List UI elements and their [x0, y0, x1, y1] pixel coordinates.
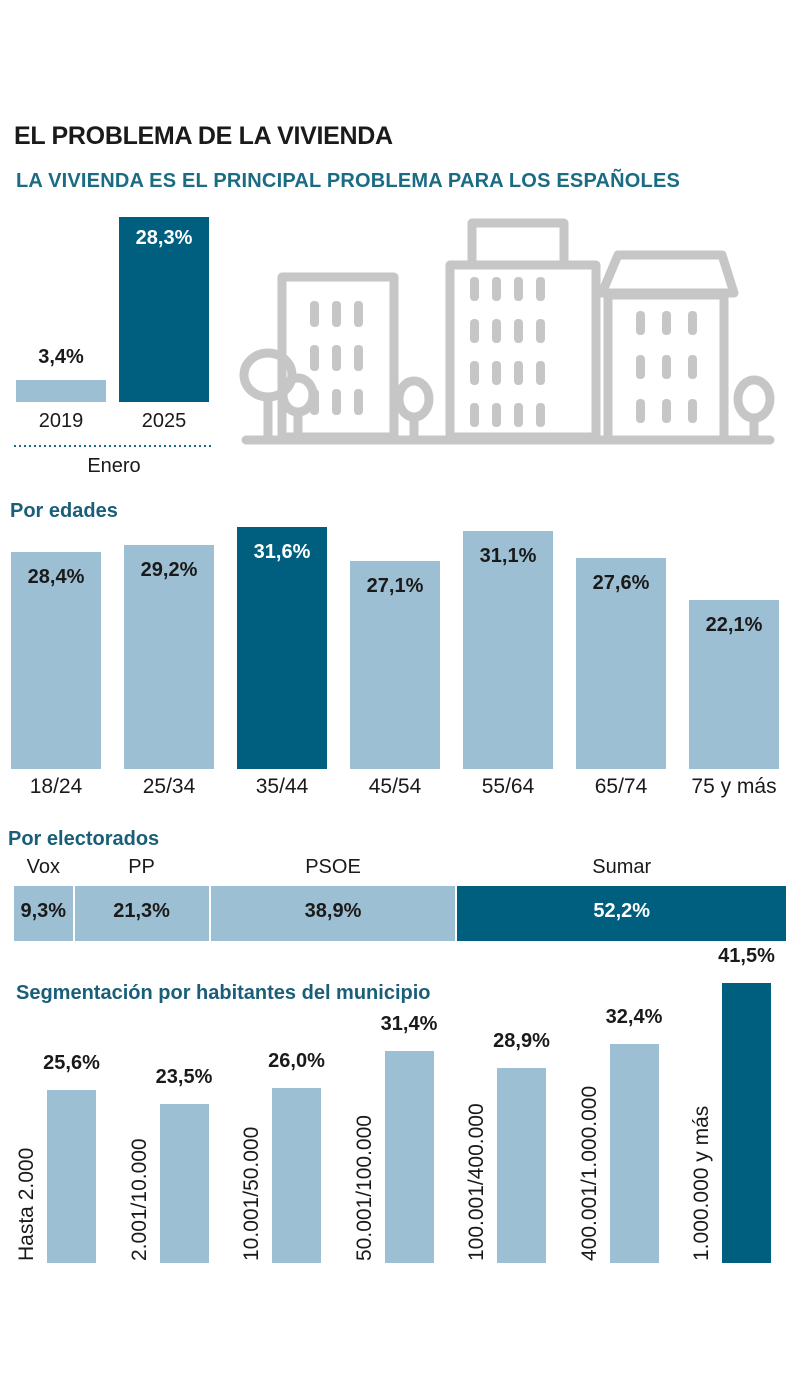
municipio-value-label: 31,4% [380, 1013, 438, 1036]
edades-value-label: 27,1% [366, 575, 424, 598]
municipio-category-label: 50.001/100.000 [352, 1115, 376, 1261]
enero-year-label: 2019 [38, 410, 84, 432]
municipio-category-label: 100.001/400.000 [465, 1103, 488, 1261]
edades-value-label: 29,2% [140, 559, 198, 582]
edades-bar-65/74 [576, 557, 666, 769]
electorados-segment-PP [74, 886, 209, 941]
electorados-title: Por electorados [8, 828, 160, 850]
electorados-value-label: 38,9% [304, 900, 362, 922]
edades-bar-75 y más [689, 599, 779, 769]
municipio-bar [497, 1068, 546, 1263]
municipio-value-label: 28,9% [493, 1030, 550, 1052]
edades-age-label: 55/64 [481, 775, 535, 798]
edades-title: Por edades [10, 500, 118, 522]
municipio-category-label: 10.001/50.000 [240, 1126, 263, 1261]
electorados-value-label: 21,3% [113, 900, 170, 922]
edades-value-label: 28,4% [27, 565, 85, 588]
page-subtitle: LA VIVIENDA ES EL PRINCIPAL PROBLEMA PAR… [16, 170, 681, 192]
municipio-value-label: 23,5% [155, 1066, 213, 1089]
municipio-value-label: 26,0% [268, 1049, 325, 1072]
enero-value-label: 28,3% [135, 227, 193, 249]
chart-enero: 3,4% 2019 28,3% 2025 [0, 0, 230, 490]
edades-value-label: 31,1% [479, 544, 537, 567]
edades-age-label: 25/34 [142, 775, 196, 798]
electorados-party-label: Vox [26, 856, 60, 878]
chart-edades: 28,4% 18/24 29,2% 25/34 31,6% 35/44 27,1% 45/54… [11, 527, 779, 798]
municipio-title: Segmentación por habitantes del municipi… [16, 982, 431, 1004]
enero-bar-2019 [16, 379, 106, 402]
enero-dotted-axis [14, 445, 212, 447]
edades-value-label: 22,1% [705, 613, 763, 636]
edades-age-label: 35/44 [255, 775, 309, 798]
edades-bar-35/44 [237, 527, 327, 769]
edades-bar-18/24 [11, 551, 101, 769]
edades-bar-25/34 [124, 545, 214, 769]
municipio-category-label: 1.000.000 y más [690, 1105, 713, 1261]
page-title: EL PROBLEMA DE LA VIVIENDA [14, 122, 393, 150]
municipio-category-label: 2.001/10.000 [127, 1138, 151, 1261]
buildings-illustration-icon [239, 218, 775, 445]
edades-value-label: 31,6% [253, 541, 311, 563]
municipio-category-label: 400.001/1.000.000 [577, 1085, 601, 1261]
electorados-party-label: PP [128, 856, 155, 878]
chart-municipio: 25,6% Hasta 2.000 23,5% 2.001/10.000 26,0% 10… [15, 945, 775, 1263]
electorados-segment-Vox [14, 886, 73, 941]
enero-bar-2025 [119, 217, 209, 402]
enero-axis-label: Enero [87, 455, 141, 477]
municipio-bar [47, 1090, 96, 1263]
enero-value-label: 3,4% [38, 345, 84, 368]
edades-value-label: 27,6% [592, 571, 650, 594]
electorados-value-label: 9,3% [20, 900, 67, 922]
municipio-value-label: 32,4% [605, 1006, 663, 1029]
chart-electorados: 9,3% Vox 21,3% PP 38,9% PSOE 52,2% Sumar [14, 856, 786, 941]
enero-year-label: 2025 [141, 410, 187, 432]
edades-age-label: 65/74 [594, 775, 648, 798]
edades-bar-45/54 [350, 561, 440, 769]
municipio-bar [159, 1104, 209, 1263]
electorados-value-label: 52,2% [593, 900, 651, 922]
municipio-bar [272, 1087, 321, 1263]
edades-bar-55/64 [463, 530, 553, 769]
electorados-party-label: Sumar [592, 856, 652, 878]
municipio-value-label: 25,6% [43, 1052, 100, 1075]
municipio-value-label: 41,5% [718, 945, 775, 967]
municipio-bar [722, 983, 771, 1263]
edades-age-label: 18/24 [29, 775, 83, 798]
municipio-bar [384, 1051, 434, 1263]
municipio-bar [609, 1044, 659, 1263]
electorados-party-label: PSOE [305, 856, 361, 878]
edades-age-label: 75 y más [691, 775, 777, 798]
electorados-segment-Sumar [457, 886, 786, 941]
municipio-category-label: Hasta 2.000 [15, 1147, 38, 1261]
electorados-segment-PSOE [210, 886, 456, 941]
edades-age-label: 45/54 [368, 775, 422, 798]
